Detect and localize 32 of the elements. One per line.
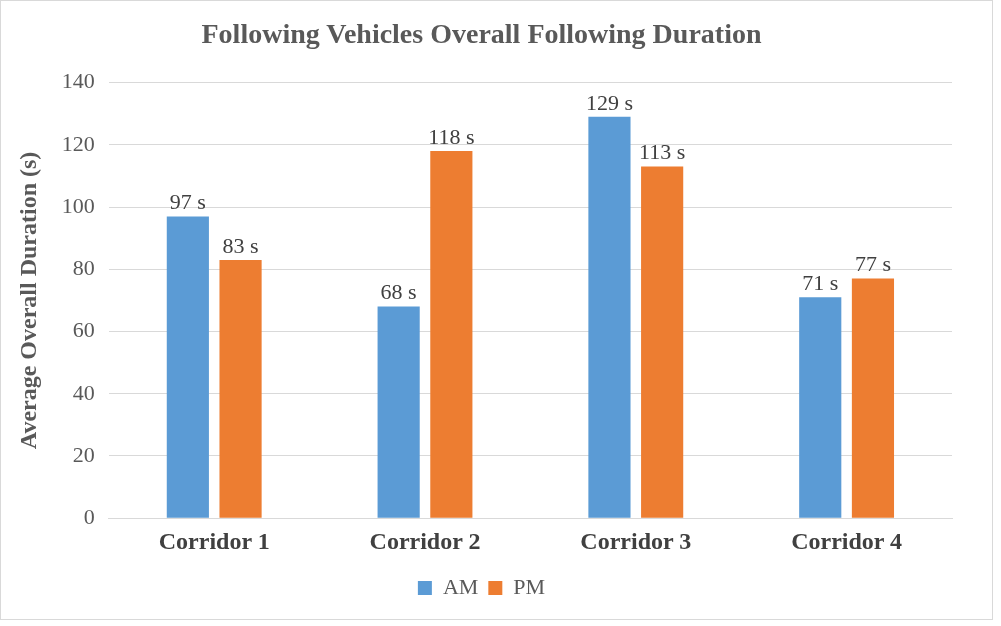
y-tick-label: 60: [72, 317, 95, 343]
bar: [166, 216, 209, 518]
x-tick-label: Corridor 4: [791, 527, 903, 554]
y-tick-label: 0: [83, 503, 95, 529]
bar: [851, 278, 895, 518]
bar: [799, 297, 842, 518]
bar: [641, 166, 684, 518]
y-tick-label: 100: [61, 192, 95, 218]
y-tick-label: 80: [72, 255, 95, 281]
data-label: 97 s: [169, 189, 206, 215]
y-tick-label: 40: [72, 379, 95, 405]
data-label: 129 s: [585, 89, 633, 115]
x-tick-label: Corridor 2: [369, 527, 481, 554]
x-tick-label: Corridor 3: [580, 527, 692, 554]
data-label: 113 s: [639, 139, 686, 165]
bar: [430, 151, 473, 518]
bar: [377, 306, 420, 518]
legend-label: AM: [442, 573, 479, 599]
bar: [219, 259, 262, 518]
y-tick-label: 20: [72, 441, 95, 467]
y-tick-label: 140: [61, 68, 95, 94]
data-label: 77 s: [854, 251, 891, 277]
data-label: 118 s: [428, 123, 475, 149]
data-label: 83 s: [222, 232, 259, 258]
data-label: 68 s: [380, 279, 417, 305]
data-label: 71 s: [802, 270, 839, 296]
legend-label: PM: [513, 573, 546, 599]
y-tick-label: 120: [61, 130, 95, 156]
x-tick-label: Corridor 1: [158, 527, 270, 554]
bar: [588, 116, 631, 518]
y-axis-title: Average Overall Duration (s): [14, 151, 41, 450]
chart-title: Following Vehicles Overall Following Duration: [201, 18, 762, 50]
